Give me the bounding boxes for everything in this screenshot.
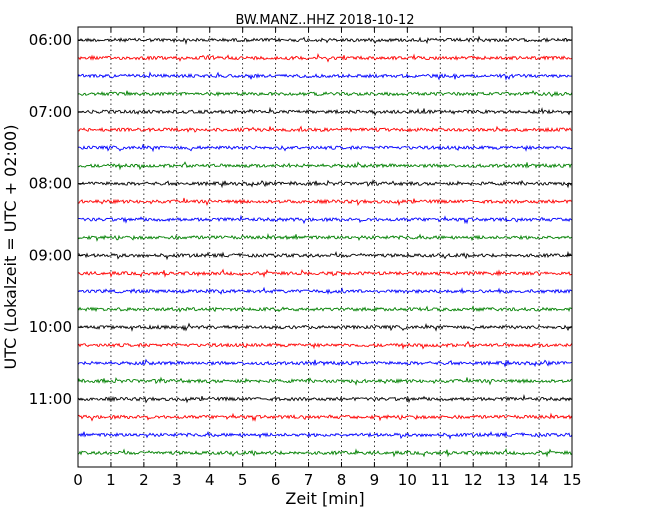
x-tick-label: 9 [370,471,380,489]
trace-0930 [77,286,573,295]
trace-0915 [77,268,573,279]
x-tick-label: 7 [304,471,314,489]
chart-title: BW.MANZ..HHZ 2018-10-12 [235,13,414,28]
y-tick-label: 10:00 [29,318,72,336]
y-tick-label: 11:00 [29,390,72,408]
x-tick-label: 15 [562,471,581,489]
y-axis-ticks: 06:00 07:00 08:00 09:00 10:00 11:00 [29,31,572,408]
x-tick-label: 14 [530,471,549,489]
trace-0830 [77,214,573,225]
x-tick-label: 4 [205,471,215,489]
y-tick-label: 07:00 [29,103,72,121]
x-tick-label: 5 [238,471,248,489]
trace-0900 [77,250,573,261]
plot-frame [77,26,573,468]
y-tick-label: 06:00 [29,31,72,49]
trace-1045 [77,376,573,386]
trace-1145 [77,448,573,458]
x-tick-label: 11 [431,471,450,489]
x-tick-label: 3 [172,471,182,489]
x-tick-label: 12 [464,471,483,489]
trace-1030 [77,358,573,368]
trace-0715 [77,125,573,133]
y-tick-label: 09:00 [29,246,72,264]
trace-1000 [77,322,573,332]
trace-1130 [77,430,573,440]
x-tick-label: 10 [398,471,417,489]
x-tick-label: 6 [271,471,281,489]
trace-1100 [77,394,573,404]
trace-0730 [77,143,573,153]
trace-1115 [77,412,573,422]
trace-0600 [77,35,573,46]
seismic-traces [77,35,573,458]
trace-0845 [77,233,573,242]
trace-0615 [77,52,573,63]
x-tick-label: 8 [337,471,347,489]
trace-0945 [77,305,573,313]
trace-0745 [77,161,573,171]
vertical-gridlines [110,27,540,467]
x-axis-label: Zeit [min] [285,489,364,508]
trace-1015 [77,340,573,350]
x-tick-label: 2 [139,471,149,489]
y-tick-label: 08:00 [29,175,72,193]
trace-0800 [77,178,573,189]
trace-0815 [77,197,573,207]
x-axis-ticks: 0 1 2 3 4 5 6 7 8 9 10 11 12 13 14 15 [73,27,582,489]
trace-0645 [77,90,573,98]
trace-0630 [77,71,573,81]
trace-0700 [77,106,573,117]
y-axis-label: UTC (Lokalzeit = UTC + 02:00) [1,125,20,370]
x-tick-label: 13 [497,471,516,489]
x-tick-label: 1 [106,471,116,489]
x-tick-label: 0 [73,471,83,489]
